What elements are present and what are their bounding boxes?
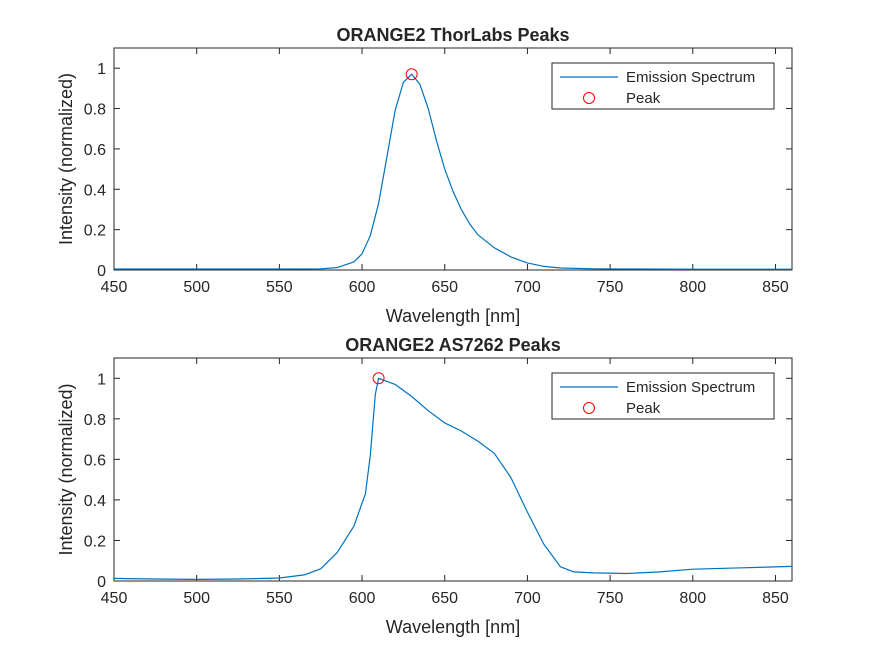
peak-marker [405, 68, 418, 81]
x-tick-label: 550 [266, 590, 293, 607]
legend-box [551, 372, 775, 420]
series-line-emission-spectrum [114, 377, 792, 581]
x-tick-label: 600 [349, 279, 376, 296]
peak-marker [372, 372, 385, 385]
y-axis-label: Intensity (normalized) [56, 383, 76, 555]
x-tick-label: 650 [431, 279, 458, 296]
x-tick-label: 600 [349, 590, 376, 607]
y-tick-label: 0 [97, 263, 106, 280]
y-tick-label: 1 [97, 371, 106, 388]
legend-peak-swatch [583, 402, 595, 414]
series-line-emission-spectrum [114, 73, 792, 270]
y-tick-label: 0 [97, 574, 106, 591]
legend-peak-swatch [583, 92, 595, 104]
y-tick-label: 0.2 [84, 533, 106, 550]
x-tick-label: 800 [679, 279, 706, 296]
y-tick-label: 0.8 [84, 102, 106, 119]
x-tick-label: 700 [514, 590, 541, 607]
y-tick-label: 0.4 [84, 493, 106, 510]
y-tick-label: 0.6 [84, 452, 106, 469]
legend-box [551, 62, 775, 110]
x-tick-label: 650 [431, 590, 458, 607]
y-tick-label: 0.6 [84, 142, 106, 159]
chart-panel-1: 450 500 550 600 650 700 750 800 850 0 0.2 0.4 0.6 0.8… [56, 25, 793, 326]
y-tick-label: 0.2 [84, 223, 106, 240]
x-tick-label: 550 [266, 279, 293, 296]
chart-title: ORANGE2 ThorLabs Peaks [336, 25, 569, 45]
x-tick-label: 750 [597, 590, 624, 607]
chart-panel-2: 450 500 550 600 650 700 750 800 850 0 0.2 0.4 0.6 0.8… [56, 335, 793, 637]
y-tick-label: 0.8 [84, 412, 106, 429]
y-axis-label: Intensity (normalized) [56, 73, 76, 245]
legend-label-peak: Peak [626, 90, 661, 107]
x-tick-label: 850 [762, 279, 789, 296]
legend-label-emission-spectrum: Emission Spectrum [626, 69, 755, 86]
x-tick-label: 700 [514, 279, 541, 296]
x-tick-label: 800 [679, 590, 706, 607]
x-tick-label: 750 [597, 279, 624, 296]
legend-label-emission-spectrum: Emission Spectrum [626, 379, 755, 396]
x-tick-label: 450 [101, 279, 128, 296]
y-tick-label: 1 [97, 61, 106, 78]
y-tick-label: 0.4 [84, 182, 106, 199]
x-axis-label: Wavelength [nm] [386, 306, 520, 326]
legend-label-peak: Peak [626, 400, 661, 417]
x-tick-label: 500 [183, 590, 210, 607]
chart-title: ORANGE2 AS7262 Peaks [345, 335, 560, 355]
x-axis-label: Wavelength [nm] [386, 617, 520, 637]
x-tick-label: 500 [183, 279, 210, 296]
x-tick-label: 450 [101, 590, 128, 607]
x-tick-label: 850 [762, 590, 789, 607]
